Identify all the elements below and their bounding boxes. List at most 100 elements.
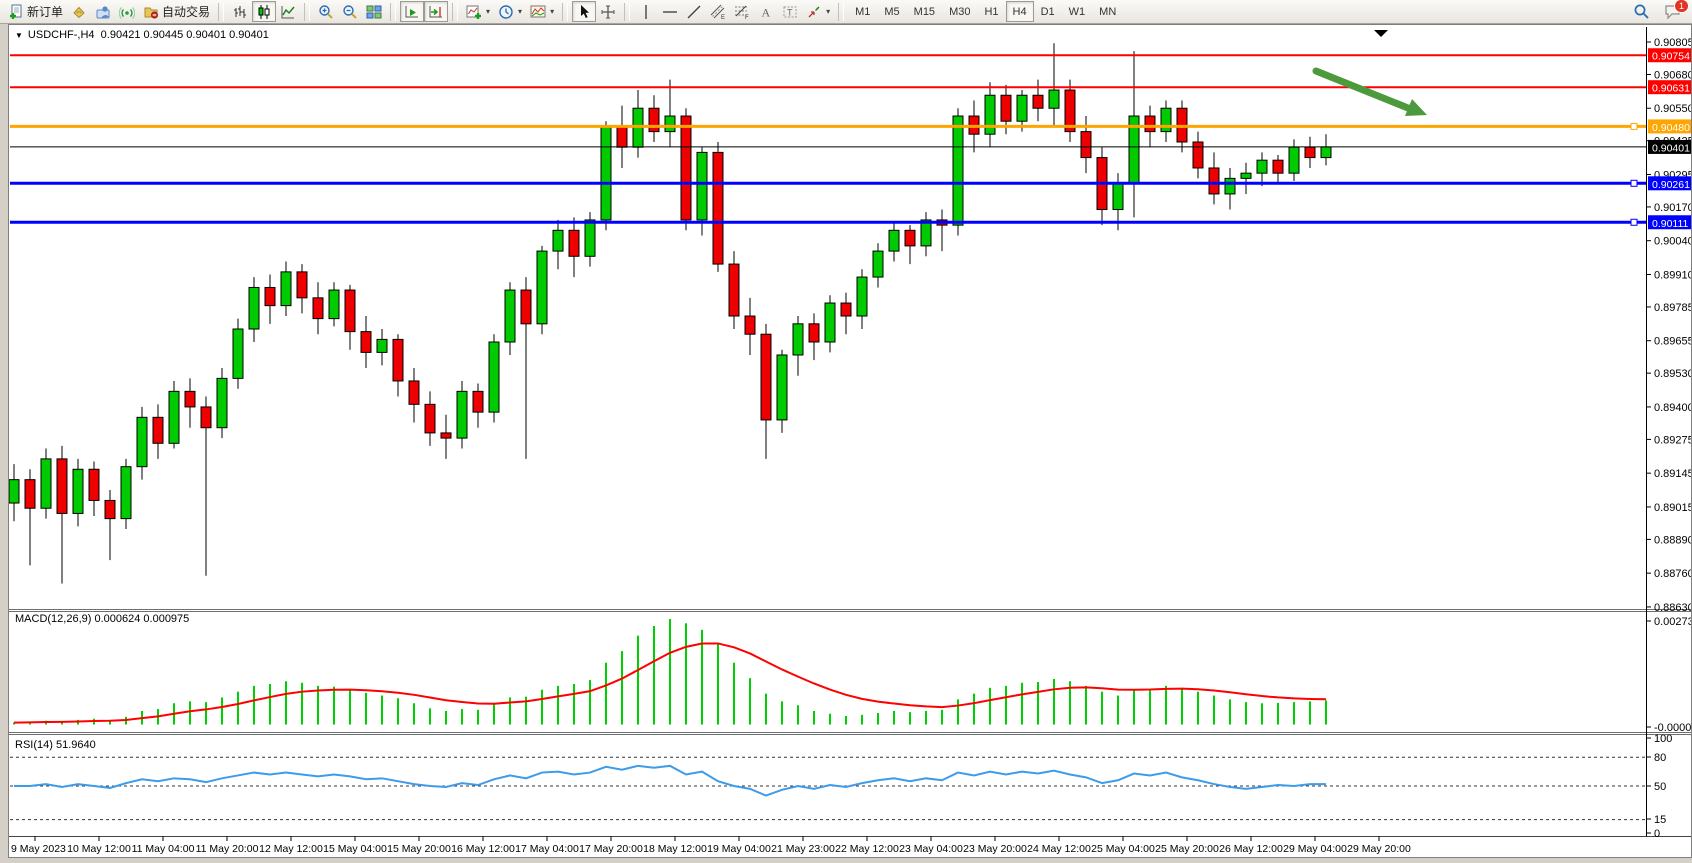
candlestick-chart-button[interactable] (252, 1, 277, 22)
line-handle[interactable] (1630, 218, 1638, 226)
toolbar-separator (562, 2, 569, 21)
svg-text:0.90480: 0.90480 (1652, 122, 1690, 134)
arrows-button[interactable]: ▾ (802, 1, 834, 22)
timeframe-h1-button[interactable]: H1 (984, 5, 999, 18)
chart-window[interactable]: 0.908050.906800.905500.904250.902950.901… (8, 24, 1692, 858)
svg-text:0.89400: 0.89400 (1654, 402, 1691, 414)
svg-text:0.89015: 0.89015 (1654, 502, 1691, 514)
periods-button[interactable]: ▾ (494, 1, 526, 22)
price-axis[interactable]: 0.908050.906800.905500.904250.902950.901… (1646, 37, 1691, 614)
svg-text:0.89275: 0.89275 (1654, 434, 1691, 446)
toolbar-separator (838, 2, 845, 21)
chart-title-symbol: USDCHF-,H4 (27, 29, 95, 41)
arrows-icon (806, 4, 822, 20)
rsi-axis: 100 80 50 15 0 (1646, 733, 1672, 840)
text-label-button[interactable]: T (778, 1, 802, 22)
chevron-down-icon: ▾ (518, 7, 523, 16)
svg-text:0.90805: 0.90805 (1654, 37, 1691, 49)
autotrading-button[interactable]: 自动交易 (139, 1, 214, 22)
timeframe-d1-button[interactable]: D1 (1040, 5, 1055, 18)
svg-text:0.89145: 0.89145 (1654, 468, 1691, 480)
styler-button[interactable] (67, 1, 91, 22)
macd-panel (13, 619, 1327, 725)
text-label-icon: T (782, 4, 798, 20)
trendline-icon (686, 4, 702, 20)
line-handle[interactable] (1630, 122, 1638, 130)
cursor-icon (576, 4, 592, 20)
templates-button[interactable]: ▾ (526, 1, 558, 22)
svg-text:22 May 12:00: 22 May 12:00 (835, 843, 899, 855)
timeframe-w1-button[interactable]: W1 (1068, 5, 1086, 18)
community-button[interactable] (91, 1, 115, 22)
svg-text:12 May 12:00: 12 May 12:00 (259, 843, 323, 855)
chart-canvas[interactable]: 0.908050.906800.905500.904250.902950.901… (9, 25, 1691, 857)
arrow-annotation[interactable] (1312, 67, 1427, 116)
svg-text:16 May 12:00: 16 May 12:00 (451, 843, 515, 855)
fibonacci-button[interactable]: F (730, 1, 754, 22)
equidistant-channel-button[interactable]: E (706, 1, 730, 22)
search-icon (1633, 3, 1650, 20)
signals-button[interactable] (115, 1, 139, 22)
search-button[interactable] (1629, 1, 1654, 22)
community-icon (95, 4, 111, 20)
svg-text:10 May 12:00: 10 May 12:00 (67, 843, 131, 855)
timeframe-h4-button[interactable]: H4 (1005, 1, 1034, 22)
horizontal-line-button[interactable] (658, 1, 682, 22)
new-order-button[interactable]: 新订单 (4, 1, 67, 22)
svg-text:100: 100 (1654, 733, 1672, 745)
svg-text:0.90754: 0.90754 (1652, 51, 1690, 63)
svg-text:15 May 04:00: 15 May 04:00 (323, 843, 387, 855)
line-handle[interactable] (1630, 179, 1638, 187)
crosshair-button[interactable] (596, 1, 620, 22)
cursor-button[interactable] (572, 1, 597, 22)
indicators-button[interactable]: ▾ (462, 1, 494, 22)
time-axis[interactable]: 9 May 2023 10 May 12:00 11 May 04:00 11 May… (11, 836, 1411, 856)
svg-text:0.90261: 0.90261 (1652, 179, 1690, 191)
chat-button[interactable]: 1 (1660, 0, 1689, 22)
svg-text:23 May 20:00: 23 May 20:00 (963, 843, 1027, 855)
chart-shift-marker[interactable] (1374, 30, 1388, 37)
zoom-out-icon (342, 4, 358, 20)
svg-text:50: 50 (1654, 781, 1666, 793)
indicators-icon (466, 4, 482, 20)
tile-windows-button[interactable] (362, 1, 386, 22)
auto-scroll-button[interactable] (400, 1, 425, 22)
text-button[interactable]: A (754, 1, 778, 22)
collapse-icon[interactable]: ▼ (15, 31, 23, 40)
macd-axis: 0.002731 -0.000038 (1646, 616, 1691, 734)
svg-text:T: T (787, 7, 793, 17)
zoom-in-button[interactable] (314, 1, 338, 22)
svg-text:80: 80 (1654, 752, 1666, 764)
svg-text:0.90401: 0.90401 (1652, 142, 1690, 154)
timeframe-mn-button[interactable]: MN (1099, 5, 1117, 18)
line-chart-icon (280, 4, 296, 20)
rsi-line (14, 764, 1327, 797)
timeframe-m30-button[interactable]: M30 (949, 5, 971, 18)
svg-text:17 May 04:00: 17 May 04:00 (515, 843, 579, 855)
vertical-line-icon (638, 4, 654, 20)
timeframe-m1-button[interactable]: M1 (855, 5, 871, 18)
chart-shift-icon (428, 4, 444, 20)
rsi-indicator-label: RSI(14) 51.9640 (15, 739, 96, 751)
timeframe-m5-button[interactable]: M5 (884, 5, 900, 18)
toolbar-separator (452, 2, 459, 21)
chart-shift-button[interactable] (424, 1, 449, 22)
periods-icon (498, 4, 514, 20)
vertical-line-button[interactable] (634, 1, 658, 22)
timeframe-m15-button[interactable]: M15 (913, 5, 936, 18)
chevron-down-icon: ▾ (826, 7, 831, 16)
svg-text:17 May 20:00: 17 May 20:00 (579, 843, 643, 855)
text-icon: A (758, 4, 774, 20)
svg-text:0.90040: 0.90040 (1654, 236, 1691, 248)
toolbar-separator (304, 2, 311, 21)
svg-text:15 May 20:00: 15 May 20:00 (387, 843, 451, 855)
line-chart-button[interactable] (276, 1, 300, 22)
zoom-out-button[interactable] (338, 1, 362, 22)
horizontal-lines (10, 54, 1646, 226)
trendline-button[interactable] (682, 1, 706, 22)
svg-text:E: E (721, 15, 725, 20)
bar-chart-button[interactable] (228, 1, 252, 22)
horizontal-line-icon (662, 4, 678, 20)
new-order-label: 新订单 (27, 5, 64, 19)
